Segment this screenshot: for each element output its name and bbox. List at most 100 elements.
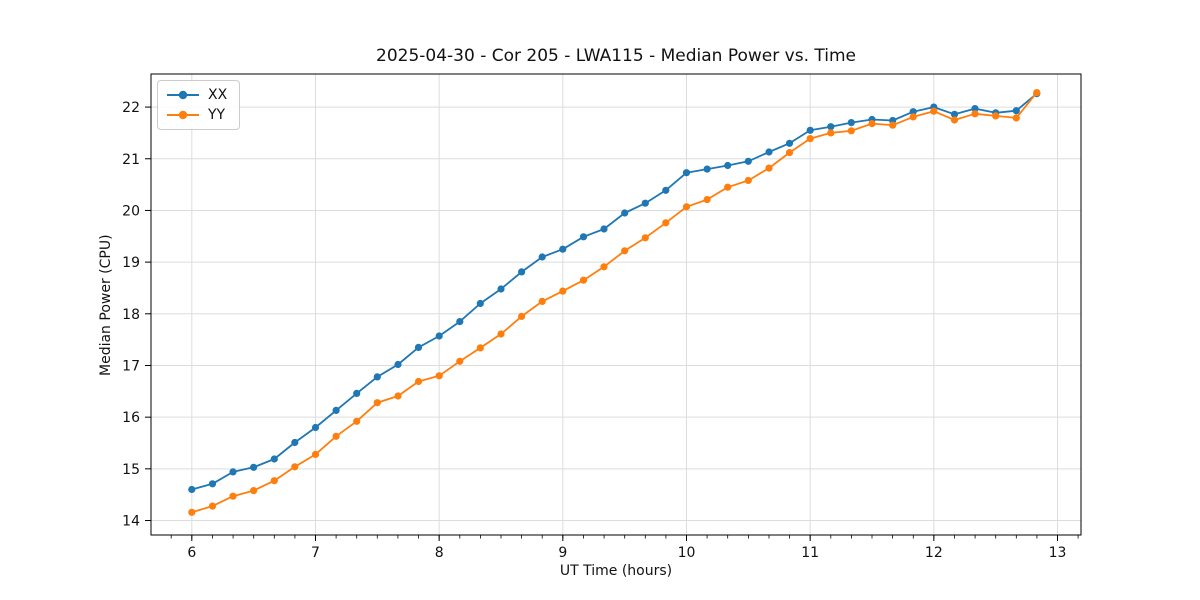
data-point-YY — [518, 312, 526, 320]
y-tick-label: 16 — [122, 410, 140, 426]
data-point-XX — [950, 110, 959, 118]
data-point-YY — [621, 247, 629, 255]
data-point-YY — [971, 110, 979, 118]
data-point-YY — [682, 203, 691, 211]
x-tick-label: 7 — [311, 545, 320, 561]
tick-labels: 6 7 8 9 10 11 12 13 14 15 16 17 18 19 20 21 22 — [122, 100, 1066, 561]
y-axis-label: Median Power (CPU) — [98, 234, 114, 376]
data-point-XX — [806, 126, 814, 134]
data-point-XX — [456, 318, 464, 326]
data-point-YY — [868, 120, 876, 128]
data-point-YY — [332, 432, 340, 440]
data-point-XX — [703, 165, 711, 173]
legend-item-XX: XX — [166, 88, 227, 102]
data-point-YY — [250, 487, 258, 495]
data-point-XX — [394, 360, 402, 369]
data-point-YY — [229, 492, 237, 500]
data-point-XX — [188, 485, 196, 494]
x-tick-label: 12 — [925, 545, 943, 561]
data-point-XX — [682, 169, 691, 177]
y-tick-label: 19 — [122, 255, 140, 271]
data-point-XX — [497, 285, 505, 293]
data-point-YY — [950, 116, 959, 124]
data-point-XX — [559, 245, 567, 253]
chart-title: 2025-04-30 - Cor 205 - LWA115 - Median P… — [376, 46, 856, 66]
data-point-YY — [889, 121, 897, 129]
data-point-YY — [724, 183, 732, 191]
legend: XX YY — [157, 80, 241, 130]
data-point-XX — [600, 225, 608, 233]
data-point-XX — [435, 332, 443, 340]
data-point-YY — [847, 127, 855, 135]
grid — [151, 74, 1081, 535]
data-point-YY — [538, 297, 546, 305]
data-point-YY — [662, 219, 670, 227]
data-point-YY — [394, 392, 402, 400]
x-tick-label: 13 — [1049, 545, 1067, 561]
data-point-YY — [579, 276, 588, 284]
x-tick-label: 10 — [678, 545, 696, 561]
data-point-XX — [765, 148, 773, 156]
data-point-YY — [703, 196, 711, 204]
y-tick-label: 18 — [122, 307, 140, 323]
y-tick-label: 20 — [122, 203, 140, 219]
data-point-XX — [1012, 107, 1020, 115]
legend-item-YY: YY — [166, 108, 227, 122]
data-point-YY — [291, 463, 299, 471]
data-point-XX — [291, 438, 299, 447]
data-point-YY — [270, 477, 278, 485]
y-tick-label: 22 — [122, 100, 140, 116]
x-tick-label: 9 — [558, 545, 567, 561]
data-point-YY — [930, 107, 938, 115]
data-point-YY — [827, 129, 835, 137]
y-tick-label: 15 — [122, 462, 140, 478]
data-point-XX — [662, 186, 670, 194]
data-point-XX — [579, 233, 588, 241]
data-point-XX — [270, 455, 278, 463]
data-point-YY — [641, 234, 649, 242]
data-point-YY — [456, 357, 464, 365]
data-point-YY — [992, 112, 1000, 120]
data-point-YY — [744, 176, 752, 185]
x-tick-label: 6 — [187, 545, 196, 561]
data-point-YY — [806, 135, 814, 143]
data-point-YY — [311, 450, 320, 458]
data-point-YY — [353, 417, 361, 425]
x-axis-label: UT Time (hours) — [559, 563, 673, 579]
data-point-XX — [909, 108, 917, 116]
legend-line-marker-icon — [167, 110, 199, 120]
data-point-YY — [1033, 89, 1041, 97]
y-tick-label: 14 — [122, 514, 140, 530]
data-point-YY — [497, 330, 505, 338]
data-point-XX — [538, 253, 546, 261]
data-point-YY — [476, 344, 484, 352]
data-point-XX — [785, 139, 794, 147]
data-point-YY — [909, 113, 917, 121]
data-point-YY — [1012, 114, 1020, 122]
data-point-XX — [724, 161, 732, 170]
data-point-XX — [332, 406, 340, 414]
data-point-XX — [971, 105, 979, 113]
x-minor-ticks — [170, 535, 1079, 539]
legend-label: XX — [208, 87, 228, 103]
data-point-XX — [208, 480, 217, 488]
data-point-XX — [847, 119, 855, 127]
data-point-XX — [744, 157, 752, 165]
series-YY — [188, 89, 1041, 516]
data-point-XX — [518, 268, 526, 276]
y-tick-label: 17 — [122, 358, 140, 374]
data-point-YY — [559, 287, 567, 295]
plot-frame — [150, 73, 1082, 536]
data-point-YY — [765, 164, 773, 172]
data-point-YY — [435, 372, 443, 380]
y-tick-label: 21 — [122, 152, 140, 168]
data-point-XX — [621, 209, 629, 217]
legend-label: YY — [208, 107, 226, 123]
data-point-YY — [373, 399, 381, 407]
data-point-YY — [208, 502, 217, 510]
data-point-XX — [476, 299, 484, 308]
data-point-YY — [414, 377, 423, 386]
x-tick-label: 8 — [435, 545, 444, 561]
